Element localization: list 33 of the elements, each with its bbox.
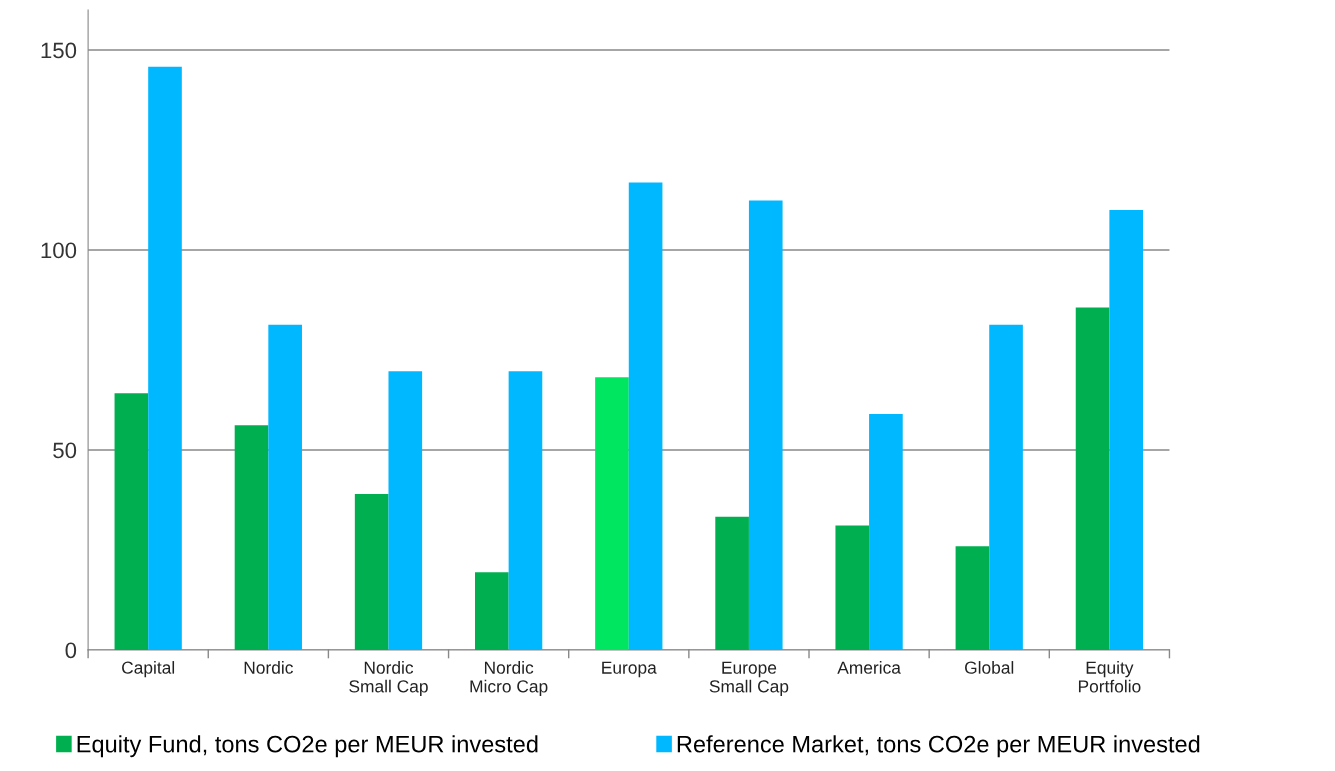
bar [628, 182, 663, 650]
x-tick-label: Capital [122, 661, 175, 678]
bar [1075, 307, 1110, 650]
x-tick-label: Global [965, 661, 1014, 674]
x-tick-label: Equity Portfolio [1078, 661, 1141, 693]
bar [869, 413, 903, 650]
bar [354, 493, 389, 650]
legend-label: Equity Fund, tons CO2e per MEUR invested [77, 735, 538, 758]
bar [114, 393, 149, 650]
x-tick-label: America [837, 661, 901, 674]
bar [388, 371, 423, 650]
bar [268, 324, 302, 650]
x-tick-label: Europe Small Cap [709, 661, 789, 696]
bar [835, 525, 870, 650]
bar [1109, 210, 1144, 650]
y-tick-label: 100 [41, 242, 77, 259]
bar [148, 66, 182, 650]
y-tick-label: 0 [65, 642, 77, 659]
bar [508, 371, 543, 650]
bar [989, 324, 1023, 650]
bar [234, 425, 269, 650]
y-tick-label: 150 [41, 42, 77, 59]
x-tick-label: Europa [602, 661, 657, 678]
bar [715, 516, 749, 650]
x-tick-label: Nordic Micro Cap [470, 661, 548, 696]
legend-label: Reference Market, tons CO2e per MEUR invested [677, 735, 1200, 758]
y-tick-label: 50 [53, 442, 77, 459]
bar [748, 200, 783, 650]
bar [595, 377, 629, 650]
x-tick-label: Nordic Small Cap [349, 661, 428, 696]
bar [955, 546, 990, 650]
bar [474, 572, 509, 650]
x-tick-label: Nordic [244, 661, 293, 674]
